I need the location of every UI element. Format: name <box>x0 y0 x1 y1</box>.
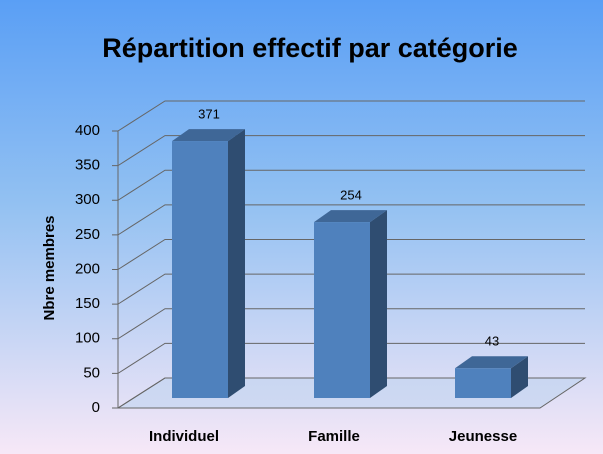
value-label: 254 <box>340 188 362 203</box>
chart-title: Répartition effectif par catégorie <box>102 33 518 63</box>
y-tick-label: 350 <box>75 157 100 174</box>
grid-line <box>117 169 585 201</box>
bar-top <box>314 210 387 223</box>
bar <box>172 141 228 398</box>
bar <box>314 222 370 398</box>
grid-line <box>117 342 585 374</box>
x-tick-label: Famille <box>308 428 360 445</box>
x-tick-label: Jeunesse <box>449 428 517 445</box>
grid-line <box>117 273 585 305</box>
grid-line <box>117 135 585 167</box>
y-tick-label: 0 <box>92 399 100 416</box>
grid-line <box>117 239 585 270</box>
bar-side <box>511 356 528 398</box>
bar-top <box>172 129 245 142</box>
value-label: 371 <box>198 107 220 122</box>
y-tick-label: 400 <box>75 122 100 139</box>
grid-line <box>117 204 585 236</box>
grid-line <box>117 377 585 409</box>
y-tick-label: 200 <box>75 260 100 277</box>
y-tick-label: 250 <box>75 226 100 243</box>
bar-side <box>370 210 387 398</box>
y-axis-label: Nbre membres <box>41 215 58 320</box>
y-tick-label: 150 <box>75 295 100 312</box>
bar-side <box>228 129 245 398</box>
bar-top <box>455 356 528 369</box>
x-tick-label: Individuel <box>149 428 219 445</box>
value-label: 43 <box>485 334 499 349</box>
bar <box>455 368 511 398</box>
y-tick-label: 50 <box>83 364 100 381</box>
y-tick-label: 300 <box>75 191 100 208</box>
grid-line <box>117 100 585 132</box>
y-tick-label: 100 <box>75 330 100 347</box>
grid-line <box>117 308 585 340</box>
